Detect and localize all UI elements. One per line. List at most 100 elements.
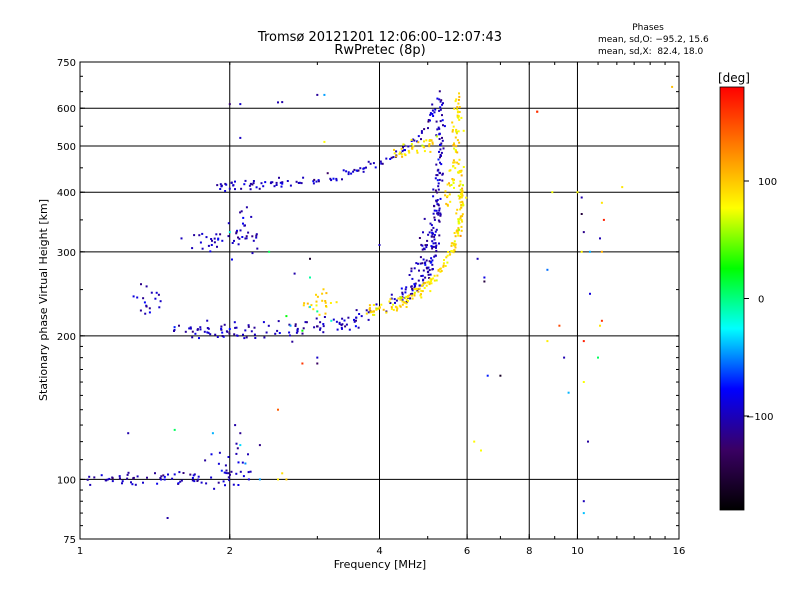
data-point bbox=[325, 305, 327, 307]
data-point bbox=[455, 129, 457, 132]
data-point bbox=[410, 143, 413, 146]
data-point bbox=[453, 142, 455, 145]
data-point bbox=[433, 209, 436, 212]
data-point bbox=[234, 326, 237, 329]
data-point bbox=[372, 162, 375, 165]
data-point bbox=[411, 147, 414, 150]
data-point bbox=[329, 302, 332, 304]
data-point bbox=[438, 207, 441, 210]
data-point bbox=[428, 281, 431, 284]
data-point bbox=[295, 180, 298, 183]
data-point bbox=[433, 274, 436, 277]
data-point bbox=[369, 311, 372, 314]
data-point bbox=[215, 233, 218, 236]
data-point bbox=[437, 219, 440, 222]
data-point bbox=[457, 162, 460, 165]
data-point bbox=[408, 151, 411, 154]
data-point bbox=[433, 216, 436, 219]
data-point bbox=[221, 335, 224, 337]
data-point bbox=[173, 428, 176, 431]
data-point bbox=[407, 295, 409, 298]
data-point bbox=[389, 298, 392, 301]
data-point bbox=[446, 203, 449, 206]
data-point bbox=[416, 287, 419, 290]
data-point bbox=[431, 259, 434, 262]
data-point bbox=[244, 179, 247, 182]
data-point bbox=[296, 327, 299, 330]
data-point bbox=[455, 145, 458, 148]
data-point bbox=[435, 246, 437, 249]
data-point bbox=[223, 471, 226, 474]
data-point bbox=[295, 331, 298, 334]
data-point bbox=[316, 310, 319, 313]
data-point bbox=[440, 142, 443, 145]
data-point bbox=[241, 236, 244, 238]
data-point bbox=[372, 304, 375, 306]
data-point bbox=[431, 113, 434, 115]
data-point bbox=[430, 278, 433, 281]
data-point bbox=[154, 297, 157, 300]
data-point bbox=[621, 186, 624, 189]
data-point bbox=[459, 193, 462, 196]
data-point bbox=[413, 267, 416, 270]
data-point bbox=[461, 202, 464, 205]
data-point bbox=[382, 308, 385, 311]
data-point bbox=[145, 304, 148, 307]
data-point bbox=[111, 477, 114, 480]
data-point bbox=[237, 243, 240, 246]
data-point bbox=[254, 337, 257, 339]
data-point bbox=[347, 171, 350, 174]
data-point bbox=[273, 185, 276, 188]
data-point bbox=[194, 332, 197, 335]
data-point bbox=[86, 478, 89, 481]
data-point bbox=[222, 480, 225, 483]
data-point bbox=[456, 231, 459, 234]
data-point bbox=[173, 330, 175, 332]
data-point bbox=[447, 251, 450, 253]
data-point bbox=[458, 218, 461, 221]
data-point bbox=[119, 477, 121, 480]
data-point bbox=[285, 315, 288, 318]
data-point bbox=[433, 255, 436, 258]
data-point bbox=[430, 280, 432, 283]
data-point bbox=[439, 161, 441, 164]
data-point bbox=[442, 102, 444, 105]
data-point bbox=[449, 184, 451, 187]
data-point bbox=[173, 326, 176, 329]
data-point bbox=[142, 481, 144, 484]
data-point bbox=[235, 452, 238, 455]
data-point bbox=[446, 183, 449, 186]
data-point bbox=[389, 302, 392, 304]
data-point bbox=[335, 177, 338, 180]
data-point bbox=[428, 231, 431, 234]
data-point bbox=[374, 166, 377, 169]
data-point bbox=[288, 323, 291, 326]
data-point bbox=[104, 479, 107, 482]
data-point bbox=[448, 253, 451, 256]
data-point bbox=[455, 212, 458, 215]
data-point bbox=[450, 244, 453, 247]
data-point bbox=[345, 323, 348, 326]
data-point bbox=[369, 162, 372, 165]
data-point bbox=[252, 182, 255, 185]
data-point bbox=[413, 285, 416, 288]
data-point bbox=[427, 273, 430, 276]
data-point bbox=[347, 173, 350, 176]
data-point bbox=[127, 471, 130, 474]
y-axis-label: Stationary phase Virtual Height [km] bbox=[37, 199, 50, 401]
data-point bbox=[262, 185, 265, 188]
data-point bbox=[432, 245, 435, 248]
data-point bbox=[460, 229, 463, 232]
data-point bbox=[421, 262, 424, 265]
data-point bbox=[390, 293, 393, 296]
data-point bbox=[322, 323, 325, 325]
data-point bbox=[416, 149, 418, 152]
data-point bbox=[459, 201, 462, 204]
data-point bbox=[432, 195, 435, 198]
data-point bbox=[312, 182, 315, 185]
data-point bbox=[427, 280, 430, 283]
data-point bbox=[228, 103, 231, 106]
data-point bbox=[304, 321, 307, 324]
data-point bbox=[460, 116, 463, 119]
data-point bbox=[430, 282, 433, 285]
